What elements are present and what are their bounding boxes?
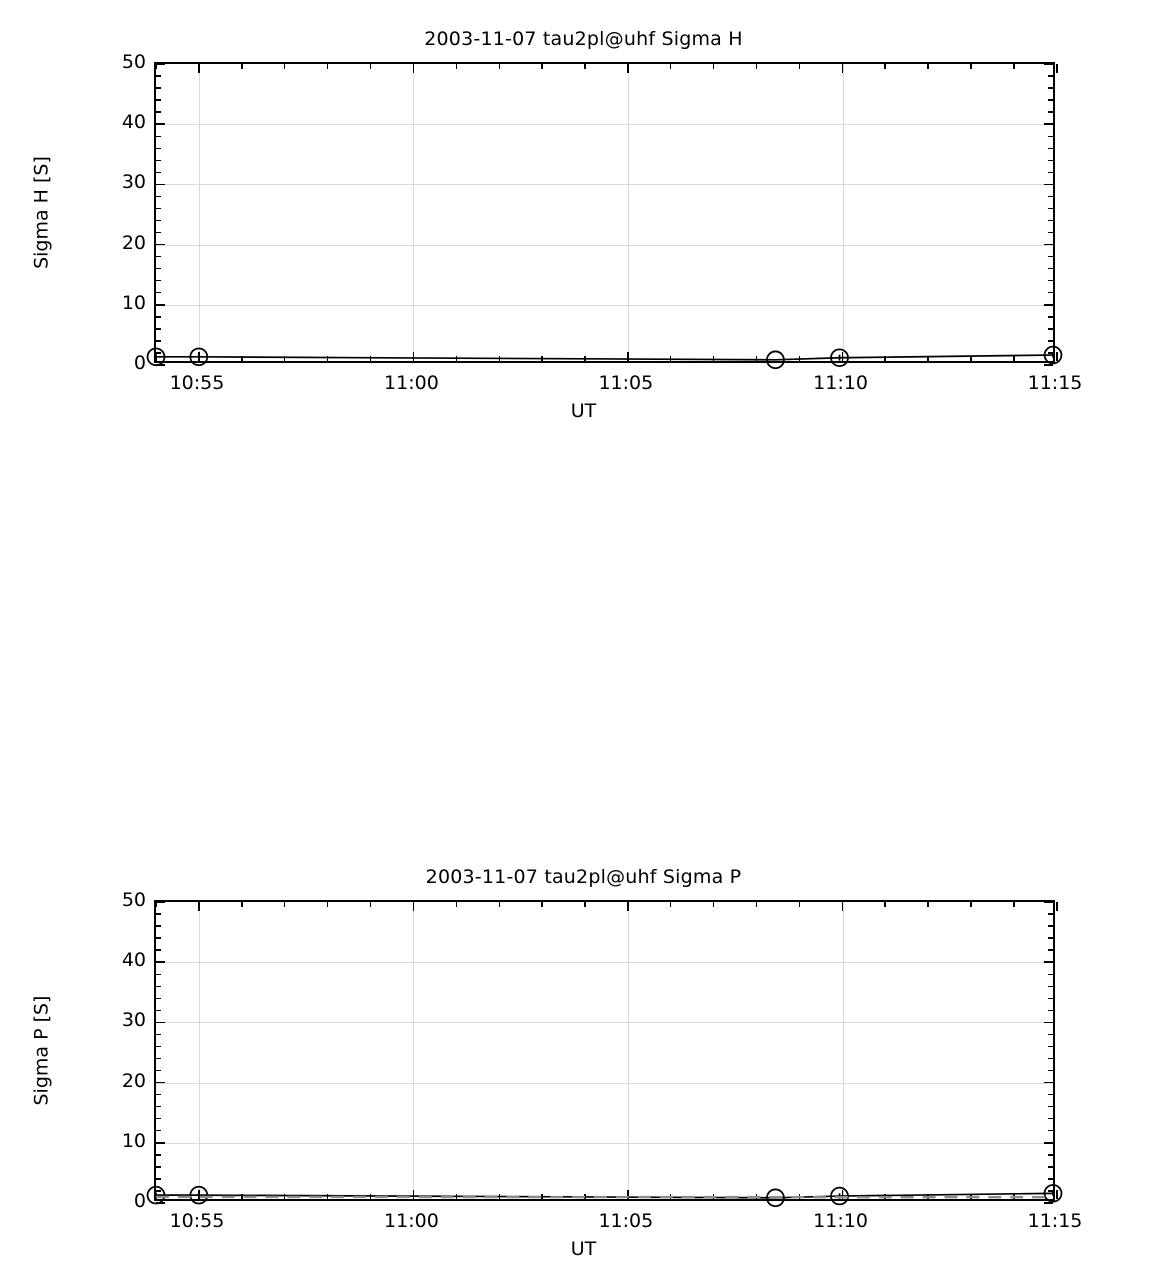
data-series-sigma-p (156, 902, 1053, 1199)
yaxis-label-sigma-h: Sigma H [S] (31, 63, 54, 363)
xtick-label: 11:00 (351, 1210, 471, 1232)
xaxis-label-sigma-p: UT (0, 1238, 1167, 1261)
ytick-label: 20 (86, 232, 146, 254)
xtick-label: 11:15 (995, 1210, 1115, 1232)
panel-title-sigma-h: 2003-11-07 tau2pl@uhf Sigma H (0, 27, 1167, 51)
ytick-label: 40 (86, 111, 146, 133)
panel-title-sigma-p: 2003-11-07 tau2pl@uhf Sigma P (0, 865, 1167, 889)
plot-panel-sigma-p: 2003-11-07 tau2pl@uhf Sigma P UT Sigma P… (0, 418, 1167, 875)
xtick-label: 10:55 (137, 1210, 257, 1232)
series-line (156, 355, 1053, 360)
plot-panel-sigma-h: 2003-11-07 tau2pl@uhf Sigma H UT Sigma H… (0, 0, 1167, 437)
ytick-major (1044, 364, 1053, 366)
ytick-label: 0 (86, 352, 146, 374)
xtick-label: 11:00 (351, 372, 471, 394)
axes-sigma-h (154, 62, 1055, 363)
xtick-label: 11:10 (781, 372, 901, 394)
xtick-major (1056, 1190, 1058, 1199)
xtick-major (1056, 64, 1058, 73)
xtick-label: 10:55 (137, 372, 257, 394)
ytick-label: 10 (86, 292, 146, 314)
ytick-label: 0 (86, 1190, 146, 1212)
xtick-label: 11:05 (566, 372, 686, 394)
xtick-major (1056, 352, 1058, 361)
ytick-label: 20 (86, 1070, 146, 1092)
ytick-label: 30 (86, 1009, 146, 1031)
xtick-major (1056, 902, 1058, 911)
figure-canvas: 2003-11-07 tau2pl@uhf Sigma H UT Sigma H… (0, 0, 1167, 875)
xtick-label: 11:05 (566, 1210, 686, 1232)
ytick-label: 50 (86, 889, 146, 911)
ytick-label: 10 (86, 1130, 146, 1152)
ytick-label: 40 (86, 949, 146, 971)
xtick-label: 11:10 (781, 1210, 901, 1232)
ytick-label: 50 (86, 51, 146, 73)
ytick-label: 30 (86, 171, 146, 193)
xtick-label: 11:15 (995, 372, 1115, 394)
yaxis-label-sigma-p: Sigma P [S] (31, 901, 54, 1201)
axes-sigma-p (154, 900, 1055, 1201)
data-series-sigma-h (156, 64, 1053, 361)
